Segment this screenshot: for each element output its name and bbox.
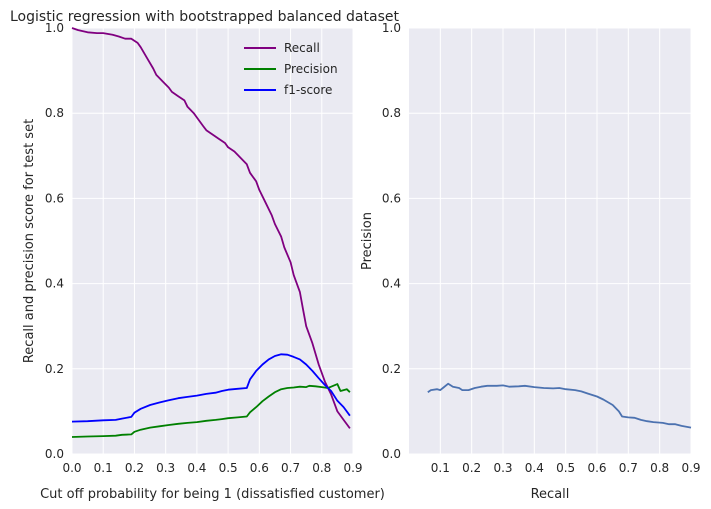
series-line-precision [71,383,351,438]
x-axis-label: Cut off probability for being 1 (dissati… [40,487,385,502]
y-tick-label: 0.4 [45,277,64,291]
y-tick-label: 0.2 [45,362,64,376]
series-line-f1-score [71,353,351,423]
y-tick-label: 1.0 [382,21,401,35]
chart-title: Logistic regression with bootstrapped ba… [10,9,399,25]
y-tick-label: 0.6 [45,191,64,205]
x-tick-label: 0.9 [681,461,700,475]
y-axis-label: Precision [360,212,375,270]
x-tick-label: 0.1 [94,461,113,475]
x-tick-label: 0.8 [650,461,669,475]
x-tick-label: 0.6 [587,461,606,475]
legend-label: Recall [284,41,320,55]
x-tick-label: 0.8 [312,461,331,475]
x-tick-label: 0.2 [125,461,144,475]
x-tick-label: 0.3 [493,461,512,475]
y-tick-label: 0.8 [45,106,64,120]
x-tick-label: 0.7 [619,461,638,475]
plot-background [72,28,353,454]
y-tick-label: 0.0 [382,447,401,461]
y-tick-label: 0.2 [382,362,401,376]
right-chart: 0.1 0.2 0.3 0.4 0.5 0.6 0.7 0.8 0.9 0.0 0.2 0.4 0.6 0… [360,21,701,502]
legend-label: Precision [284,62,338,76]
x-tick-label: 0.2 [462,461,481,475]
x-tick-label: 0.9 [343,461,362,475]
series-line-recall [71,27,351,429]
y-tick-label: 0.0 [45,447,64,461]
series-line-0 [427,382,692,429]
y-tick-label: 0.8 [382,106,401,120]
y-tick-label: 1.0 [45,21,64,35]
x-tick-label: 0.5 [556,461,575,475]
x-tick-label: 0.0 [62,461,81,475]
plot-background [409,28,691,454]
left-chart: 0.0 0.1 0.2 0.3 0.4 0.5 0.6 0.7 0.8 0.9 0.0 0.2 0.4 0… [10,9,399,502]
x-axis-label: Recall [531,487,570,502]
x-tick-label: 0.4 [187,461,206,475]
x-tick-label: 0.7 [281,461,300,475]
legend-label: f1-score [284,83,332,97]
x-tick-label: 0.3 [156,461,175,475]
x-tick-label: 0.6 [250,461,269,475]
x-tick-label: 0.4 [525,461,544,475]
y-tick-label: 0.4 [382,277,401,291]
x-tick-label: 0.1 [431,461,450,475]
x-tick-label: 0.5 [219,461,238,475]
y-axis-label: Recall and precision score for test set [22,119,37,363]
y-tick-label: 0.6 [382,191,401,205]
